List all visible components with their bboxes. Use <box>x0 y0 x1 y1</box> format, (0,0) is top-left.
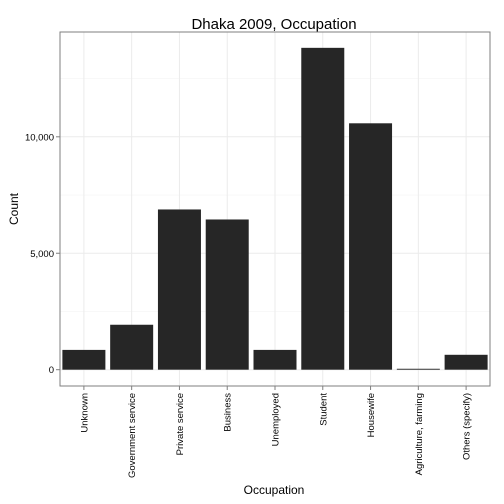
x-tick-label: Others (specify) <box>462 393 473 460</box>
bar-student <box>301 47 345 370</box>
bar-government-service <box>110 324 154 370</box>
bar-housewife <box>349 123 393 370</box>
x-tick-label: Unknown <box>79 393 90 433</box>
y-tick-label: 10,000 <box>25 132 54 143</box>
x-tick-label: Private service <box>175 393 186 455</box>
bar-business <box>205 219 249 370</box>
x-tick-label: Agriculture, farming <box>414 393 425 475</box>
x-tick-label: Student <box>318 393 329 426</box>
bar-others-specify <box>444 354 488 370</box>
y-axis: 0 5,000 10,000 <box>25 132 60 376</box>
bars <box>62 47 488 370</box>
bar-unknown <box>62 349 106 370</box>
x-tick-label: Business <box>223 393 234 432</box>
bar-unemployed <box>253 349 297 370</box>
x-tick-label: Government service <box>127 393 138 478</box>
x-axis-title: Occupation <box>244 483 305 497</box>
bar-private-service <box>157 209 201 370</box>
bar-agriculture-farming <box>396 368 440 370</box>
chart-title: Dhaka 2009, Occupation <box>191 16 356 33</box>
y-tick-label: 5,000 <box>30 249 54 260</box>
x-tick-label: Housewife <box>366 393 377 437</box>
y-tick-label: 0 <box>49 365 54 376</box>
x-axis: Unknown Government service Private service… <box>79 386 473 478</box>
x-tick-label: Unemployed <box>271 393 282 446</box>
y-axis-title: Count <box>7 192 21 225</box>
